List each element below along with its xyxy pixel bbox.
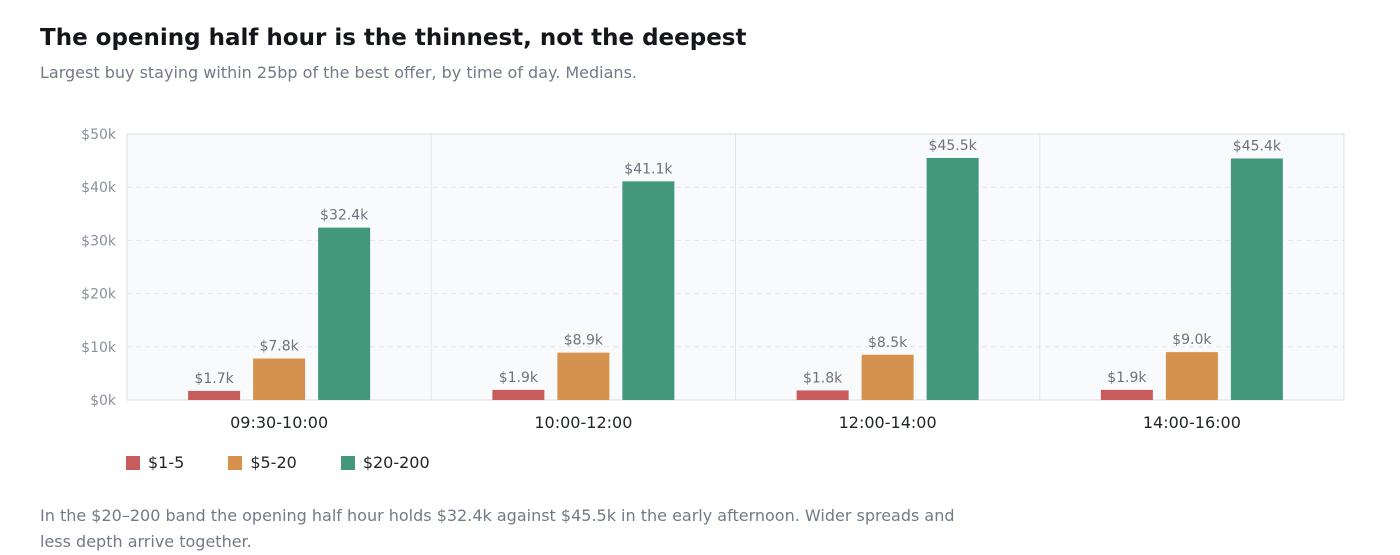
y-tick-label: $10k [81,340,117,356]
bar [253,358,306,400]
legend-swatch [126,455,140,470]
legend-item: $5-20 [228,453,297,472]
data-label: $8.9k [564,333,604,349]
chart-footnote: In the $20–200 band the opening half hou… [40,506,955,551]
bar [1230,158,1283,400]
x-tick-label: 14:00-16:00 [1143,413,1241,432]
chart-title: The opening half hour is the thinnest, n… [40,25,747,51]
plot-frame [126,133,1345,401]
legend-item: $20-200 [340,453,430,472]
bar [622,181,675,400]
data-label: $7.8k [259,339,299,355]
legend-item: $1-5 [126,453,184,472]
bar [318,227,371,400]
bar-chart: $0k $10k $20k $30k $40k $50k $1.7k $7.8k $32.4k 0… [81,127,1345,432]
bar [492,389,545,400]
legend-label: $5-20 [250,453,297,472]
y-tick-label: $50k [81,127,117,143]
bar [926,157,979,400]
bar [861,354,914,400]
bar [796,390,849,400]
data-label: $1.8k [803,370,843,386]
bar [1100,389,1153,400]
y-tick-label: $30k [81,233,117,249]
x-tick-label: 10:00-12:00 [534,413,632,432]
data-label: $1.9k [499,370,539,386]
x-tick-label: 09:30-10:00 [230,413,328,432]
legend-label: $20-200 [362,453,430,472]
data-label: $41.1k [624,161,673,177]
chart-subtitle: Largest buy staying within 25bp of the b… [40,63,637,82]
y-tick-label: $40k [81,180,117,196]
data-label: $32.4k [320,208,369,224]
data-label: $9.0k [1172,332,1212,348]
data-label: $1.9k [1107,370,1147,386]
x-tick-label: 12:00-14:00 [839,413,937,432]
legend-swatch [340,455,355,470]
data-label: $8.5k [868,335,908,351]
data-label: $45.5k [929,138,978,154]
chart-legend: $1-5 $5-20 $20-200 [126,453,430,472]
legend-swatch [228,455,243,470]
data-label: $1.7k [194,371,234,387]
bar [1165,352,1218,400]
y-tick-label: $20k [81,287,117,303]
legend-label: $1-5 [148,453,185,472]
bar [188,390,241,400]
y-tick-label: $0k [90,393,117,409]
data-label: $45.4k [1233,138,1282,154]
bar [557,352,610,400]
